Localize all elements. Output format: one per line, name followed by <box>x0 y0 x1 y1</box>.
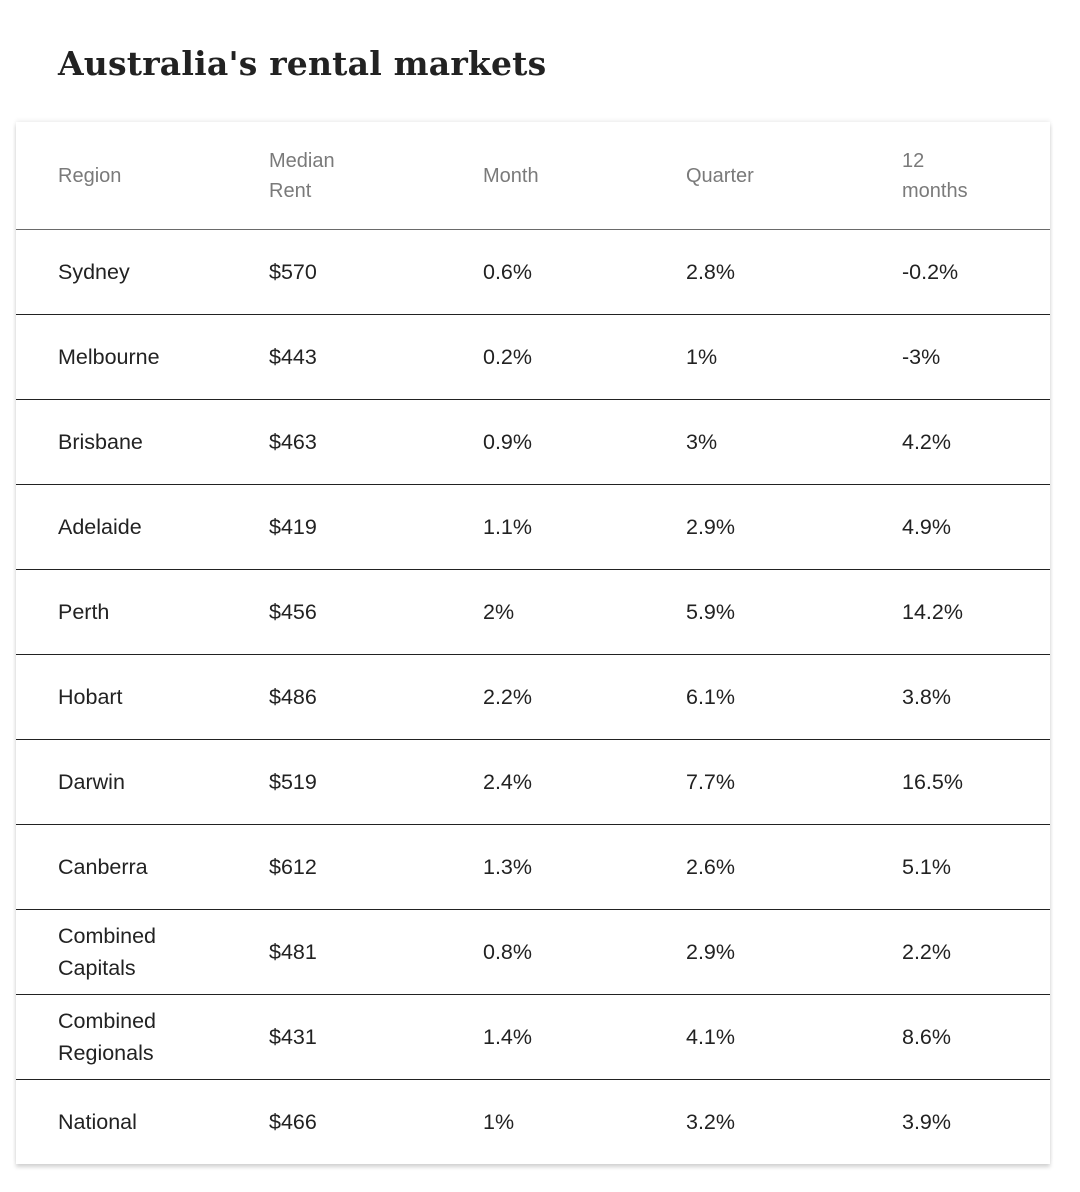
cell-region: Adelaide <box>16 484 269 570</box>
cell-12-months: 2.2% <box>902 909 1050 995</box>
cell-12-months: 8.6% <box>902 994 1050 1080</box>
table-row: Perth $456 2% 5.9% 14.2% <box>16 569 1050 655</box>
cell-month: 0.8% <box>483 909 686 995</box>
cell-month: 0.6% <box>483 229 686 315</box>
table-row: Hobart $486 2.2% 6.1% 3.8% <box>16 654 1050 740</box>
cell-12-months: -3% <box>902 314 1050 400</box>
cell-quarter: 1% <box>686 314 902 400</box>
cell-median-rent: $466 <box>269 1110 317 1134</box>
table-row: Combined Capitals $481 0.8% 2.9% 2.2% <box>16 909 1050 995</box>
cell-month: 0.2% <box>483 314 686 400</box>
cell-month: 1.3% <box>483 824 686 910</box>
header-median-rent: Median Rent <box>269 122 483 230</box>
table-row: Brisbane $463 0.9% 3% 4.2% <box>16 399 1050 485</box>
cell-median-rent: $456 <box>269 569 483 655</box>
cell-12-months: 16.5% <box>902 739 1050 825</box>
cell-region: Melbourne <box>16 314 269 400</box>
cell-median-rent: $481 <box>269 909 483 995</box>
cell-region: Combined Regionals <box>16 994 269 1080</box>
cell-month: 0.9% <box>483 399 686 485</box>
table-row: Canberra $612 1.3% 2.6% 5.1% <box>16 824 1050 910</box>
cell-month: 2% <box>483 569 686 655</box>
table-row: Sydney $570 0.6% 2.8% -0.2% <box>16 229 1050 315</box>
cell-region: Sydney <box>16 229 269 315</box>
cell-region: National <box>58 1110 137 1134</box>
cell-region: Combined Capitals <box>16 909 269 995</box>
cell-median-rent: $486 <box>269 654 483 740</box>
cell-quarter: 6.1% <box>686 654 902 740</box>
cell-quarter: 3.2% <box>686 1110 736 1134</box>
header-region: Region <box>16 122 269 230</box>
cell-12-months: 3.9% <box>902 1110 952 1134</box>
cell-quarter: 2.9% <box>686 484 902 570</box>
cell-median-rent: $463 <box>269 399 483 485</box>
header-12-months: 12 months <box>902 122 1050 230</box>
rental-table: Region Median Rent Month Quarter 12 mont… <box>16 122 1050 1164</box>
cell-median-rent: $519 <box>269 739 483 825</box>
rental-table-container: Region Median Rent Month Quarter 12 mont… <box>16 122 1050 1164</box>
cell-month: 2.4% <box>483 739 686 825</box>
cell-quarter: 3% <box>686 399 902 485</box>
cell-quarter: 5.9% <box>686 569 902 655</box>
cell-quarter: 2.6% <box>686 824 902 910</box>
cell-12-months: 14.2% <box>902 569 1050 655</box>
cell-month: 1% <box>483 1110 515 1134</box>
cell-region: Brisbane <box>16 399 269 485</box>
cell-median-rent: $612 <box>269 824 483 910</box>
cell-12-months: -0.2% <box>902 229 1050 315</box>
cell-median-rent: $443 <box>269 314 483 400</box>
header-row: Region Median Rent Month Quarter 12 mont… <box>16 122 1050 230</box>
table-body: Sydney $570 0.6% 2.8% -0.2% Melbourne $443 0.2%… <box>16 229 1050 1165</box>
table-title: Australia's rental markets <box>58 44 547 83</box>
table-row: Melbourne $443 0.2% 1% -3% <box>16 314 1050 400</box>
cell-region: Darwin <box>16 739 269 825</box>
cell-12-months: 4.2% <box>902 399 1050 485</box>
table-row: National $466 1% 3.2% 3.9% <box>16 1080 1050 1165</box>
cell-region: Hobart <box>16 654 269 740</box>
cell-median-rent: $419 <box>269 484 483 570</box>
header-quarter: Quarter <box>686 122 902 230</box>
cell-median-rent: $431 <box>269 994 483 1080</box>
cell-month: 1.4% <box>483 994 686 1080</box>
table-row: Darwin $519 2.4% 7.7% 16.5% <box>16 739 1050 825</box>
cell-month: 2.2% <box>483 654 686 740</box>
cell-region: Canberra <box>16 824 269 910</box>
table-row: Combined Regionals $431 1.4% 4.1% 8.6% <box>16 994 1050 1080</box>
cell-quarter: 4.1% <box>686 994 902 1080</box>
header-month: Month <box>483 122 686 230</box>
cell-quarter: 2.8% <box>686 229 902 315</box>
cell-quarter: 2.9% <box>686 909 902 995</box>
cell-12-months: 4.9% <box>902 484 1050 570</box>
cell-12-months: 3.8% <box>902 654 1050 740</box>
cell-quarter: 7.7% <box>686 739 902 825</box>
cell-region: Perth <box>16 569 269 655</box>
cell-month: 1.1% <box>483 484 686 570</box>
cell-median-rent: $570 <box>269 229 483 315</box>
cell-12-months: 5.1% <box>902 824 1050 910</box>
table-row: Adelaide $419 1.1% 2.9% 4.9% <box>16 484 1050 570</box>
